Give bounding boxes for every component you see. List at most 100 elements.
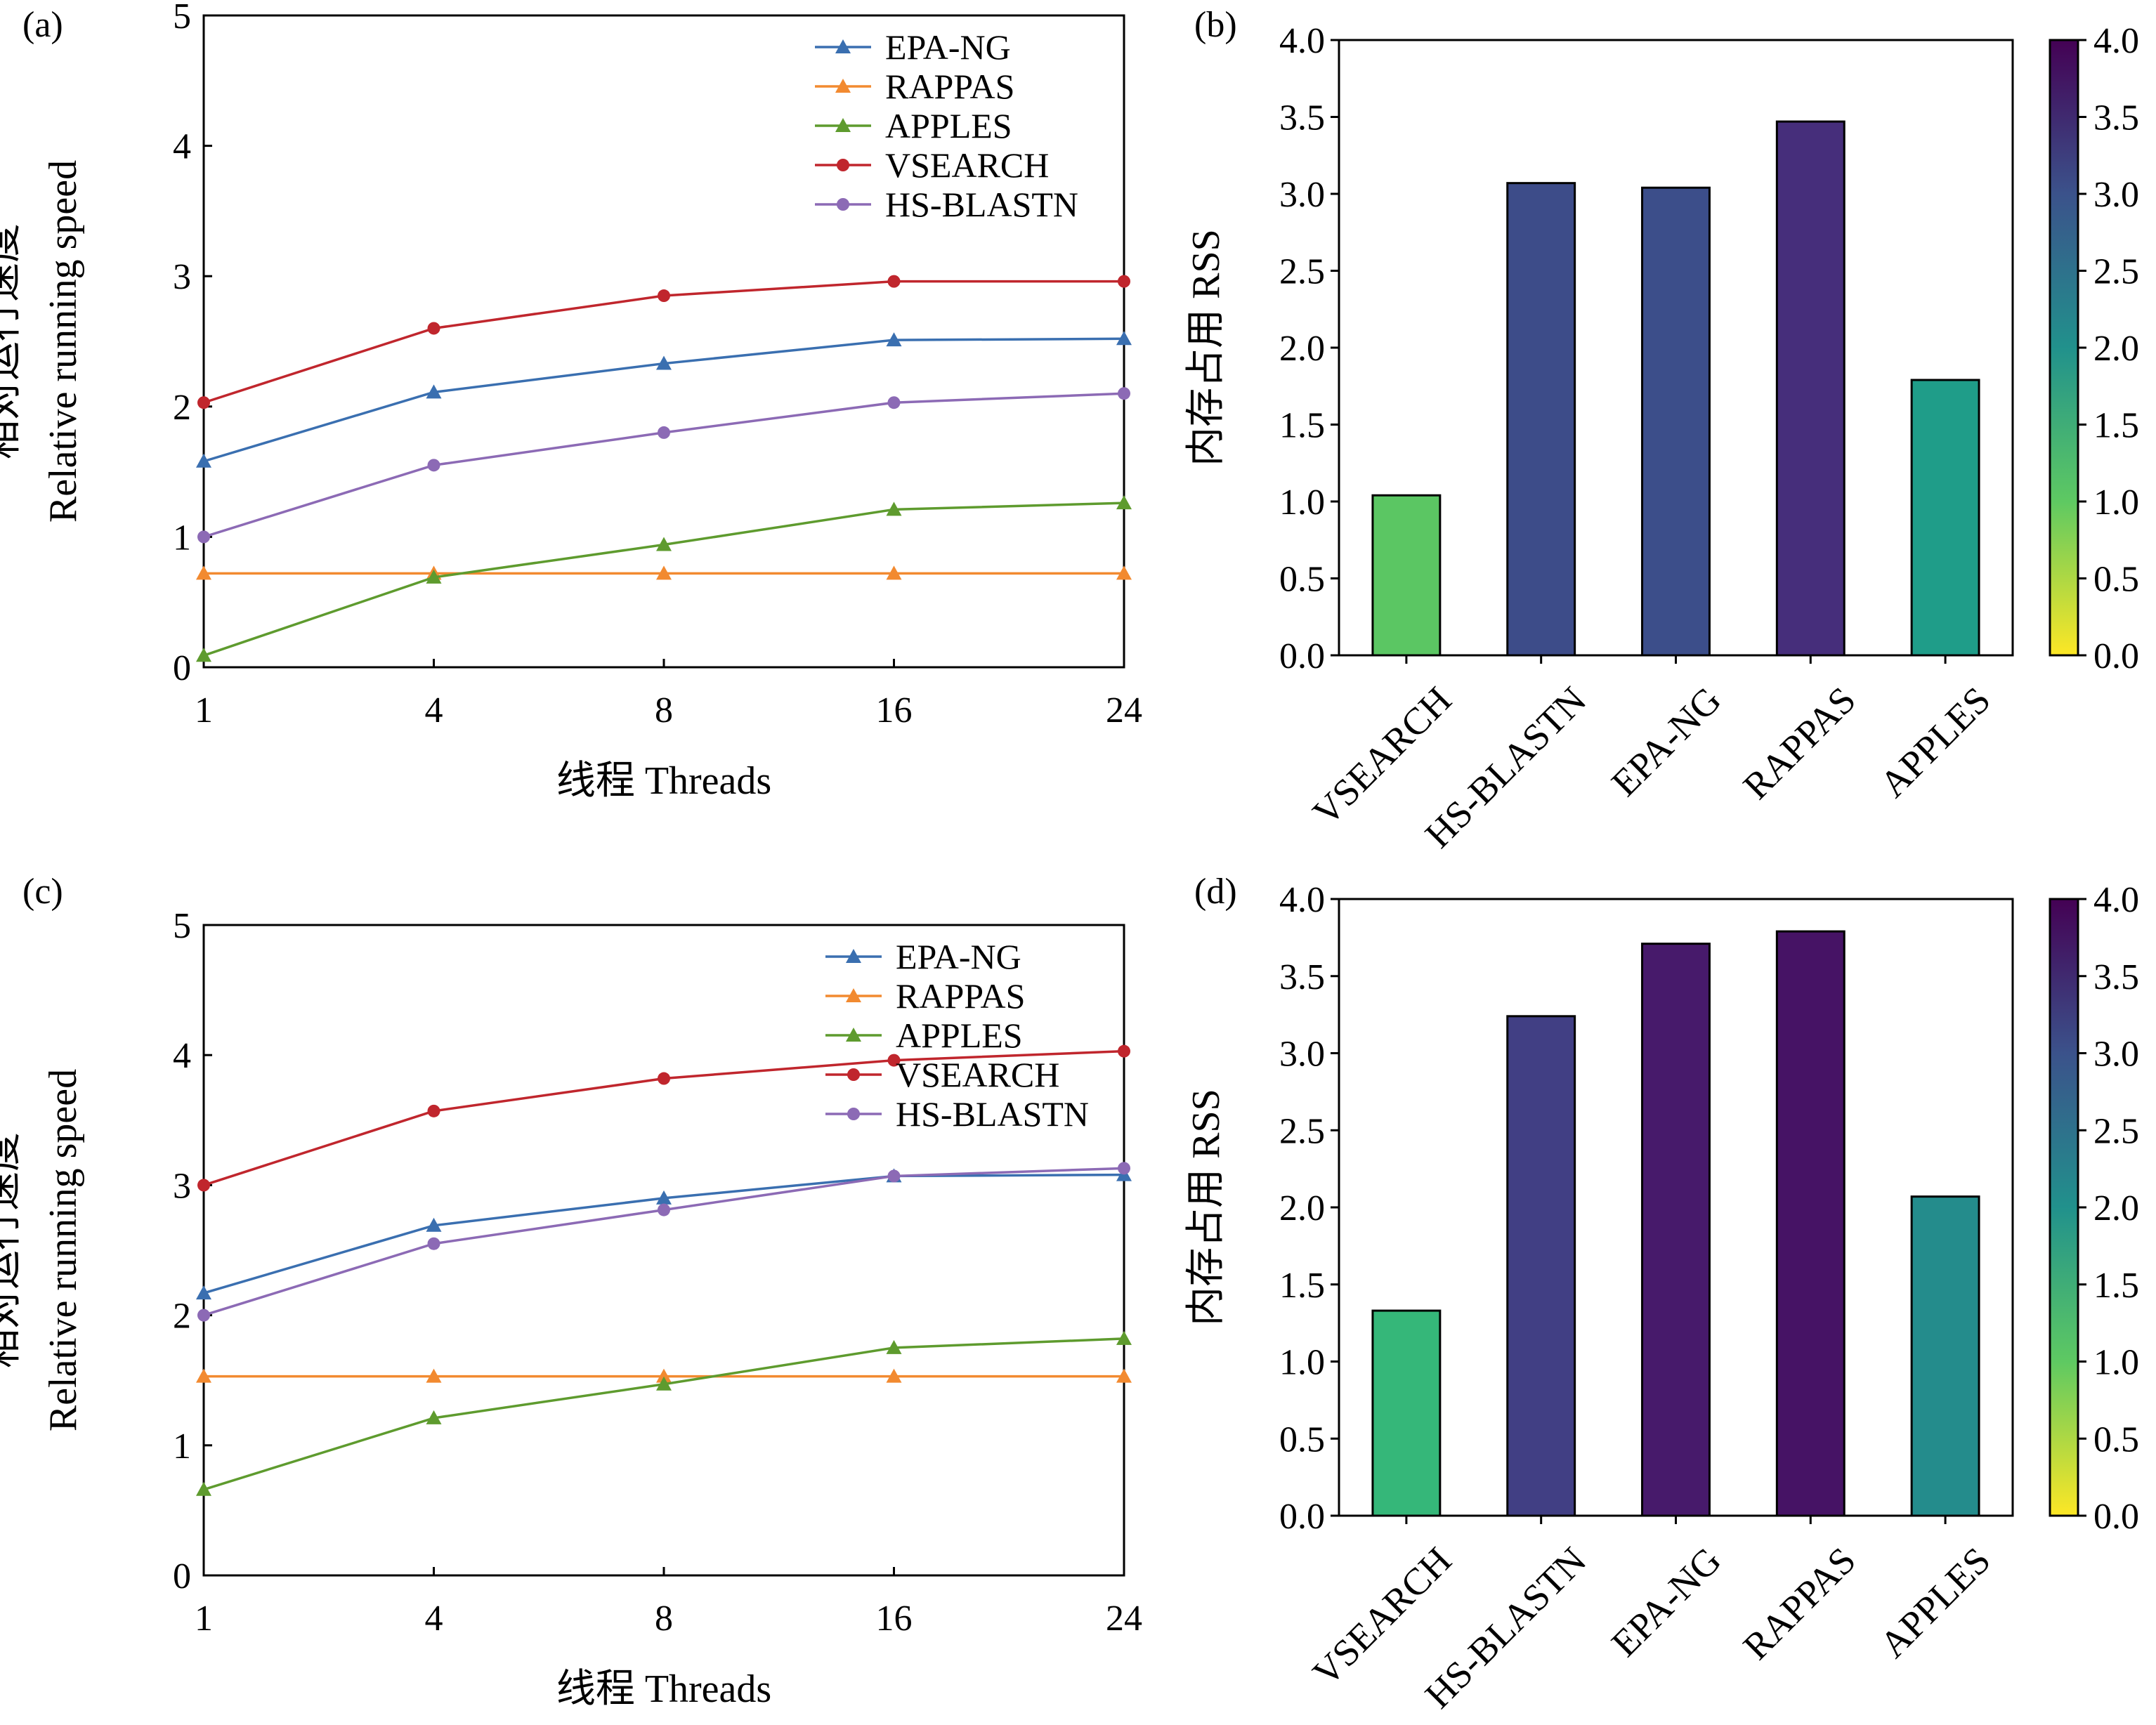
y-tick-label: 4.0	[1279, 21, 1325, 61]
bar	[1910, 379, 1980, 657]
colorbar	[2049, 39, 2079, 657]
legend-marker	[837, 159, 849, 171]
y-tick-label: 0	[173, 648, 191, 688]
bar	[1641, 186, 1711, 657]
legend-label: EPA-NG	[896, 937, 1021, 976]
legend-label: VSEARCH	[896, 1055, 1059, 1094]
y-axis-label: 内存占用 RSS	[1184, 1089, 1228, 1326]
data-point	[197, 530, 210, 544]
data-point	[887, 1169, 901, 1183]
colorbar-tick-label: 1.0	[2093, 1343, 2139, 1383]
y-axis-label-line1: 相对运行速度	[0, 223, 25, 459]
colorbar-tick-label: 4.0	[2093, 21, 2139, 61]
colorbar-tick-label: 1.5	[2093, 1266, 2139, 1306]
legend-marker	[847, 1108, 860, 1120]
y-tick-label: 1	[173, 1426, 191, 1467]
x-tick-label: 16	[876, 1599, 913, 1639]
data-point	[196, 1481, 211, 1496]
y-tick-label: 0.0	[1279, 1497, 1325, 1537]
colorbar	[2049, 898, 2079, 1517]
bar	[1910, 1195, 1980, 1517]
colorbar-tick-label: 2.5	[2093, 252, 2139, 292]
x-tick-label: RAPPAS	[1735, 678, 1864, 807]
y-tick-label: 4.0	[1279, 880, 1325, 920]
data-point	[656, 537, 672, 551]
y-tick-label: 1	[173, 518, 191, 558]
y-tick-label: 2.5	[1279, 252, 1325, 292]
data-point	[656, 1190, 672, 1205]
legend-marker	[846, 1028, 861, 1042]
data-point	[427, 1237, 440, 1250]
x-tick-label: 24	[1106, 1599, 1142, 1639]
data-point	[656, 1368, 672, 1383]
x-tick-label: 1	[195, 690, 213, 730]
y-tick-label: 4	[173, 1036, 191, 1076]
data-point	[426, 1217, 442, 1232]
data-point	[196, 453, 211, 468]
data-point	[1116, 565, 1132, 580]
y-tick-label: 5	[173, 906, 191, 946]
data-point	[886, 565, 902, 580]
data-point	[887, 1054, 901, 1067]
bar	[1506, 182, 1576, 657]
x-tick-label: 4	[425, 1599, 443, 1639]
legend-marker	[835, 79, 851, 93]
legend-label: VSEARCH	[885, 145, 1049, 185]
colorbar-tick-label: 0.5	[2093, 560, 2139, 600]
x-tick-label: 8	[655, 690, 673, 730]
data-point	[658, 1072, 670, 1085]
y-tick-label: 2.0	[1279, 1188, 1325, 1228]
colorbar-tick-label: 0.0	[2093, 1497, 2139, 1537]
series-line-hs-blastn	[203, 392, 1125, 539]
bar	[1775, 930, 1845, 1517]
x-axis-label: 线程 Threads	[556, 1667, 771, 1711]
data-point	[886, 1339, 902, 1354]
x-tick-label: 1	[195, 1599, 213, 1639]
bar	[1775, 120, 1845, 657]
data-point	[197, 396, 210, 409]
y-tick-label: 3.0	[1279, 175, 1325, 215]
bar	[1641, 943, 1711, 1517]
panel-label: (c)	[22, 872, 63, 912]
x-axis-label: 线程 Threads	[556, 759, 771, 803]
data-point	[427, 1104, 440, 1117]
colorbar-tick-label: 0.0	[2093, 636, 2139, 676]
legend-marker	[846, 949, 861, 963]
panel-b-bar-chart: 0.00.51.01.52.02.53.03.54.0VSEARCHHS-BLA…	[1184, 5, 2139, 856]
y-tick-label: 0.0	[1279, 636, 1325, 676]
data-point	[426, 569, 442, 584]
y-tick-label: 2	[173, 388, 191, 428]
y-tick-label: 1.0	[1279, 1343, 1325, 1383]
colorbar-tick-label: 1.0	[2093, 483, 2139, 523]
colorbar-tick-label: 0.5	[2093, 1419, 2139, 1460]
y-tick-label: 2.0	[1279, 329, 1325, 369]
legend-label: RAPPAS	[896, 976, 1025, 1016]
x-tick-label: EPA-NG	[1603, 678, 1729, 804]
legend-label: APPLES	[885, 106, 1012, 145]
legend-label: HS-BLASTN	[896, 1094, 1089, 1134]
y-axis-label-line2: Relative running speed	[41, 1069, 85, 1431]
colorbar-tick-label: 3.0	[2093, 175, 2139, 215]
x-tick-label: 24	[1106, 690, 1142, 730]
data-point	[1118, 1044, 1130, 1058]
y-axis-label-line2: Relative running speed	[41, 160, 85, 523]
x-tick-label: RAPPAS	[1735, 1539, 1864, 1667]
y-tick-label: 2	[173, 1297, 191, 1337]
colorbar-tick-label: 3.0	[2093, 1035, 2139, 1075]
x-tick-label: APPLES	[1871, 678, 1998, 805]
data-point	[658, 1203, 670, 1216]
y-tick-label: 3.0	[1279, 1035, 1325, 1075]
y-tick-label: 1.5	[1279, 1266, 1325, 1306]
y-tick-label: 3	[173, 257, 191, 297]
data-point	[887, 275, 901, 288]
data-point	[656, 355, 672, 370]
x-tick-label: 8	[655, 1599, 673, 1639]
y-tick-label: 3.5	[1279, 98, 1325, 138]
y-tick-label: 0.5	[1279, 560, 1325, 600]
data-point	[1118, 387, 1130, 400]
legend-label: HS-BLASTN	[885, 185, 1078, 224]
data-point	[196, 1285, 211, 1300]
data-point	[1116, 331, 1132, 346]
